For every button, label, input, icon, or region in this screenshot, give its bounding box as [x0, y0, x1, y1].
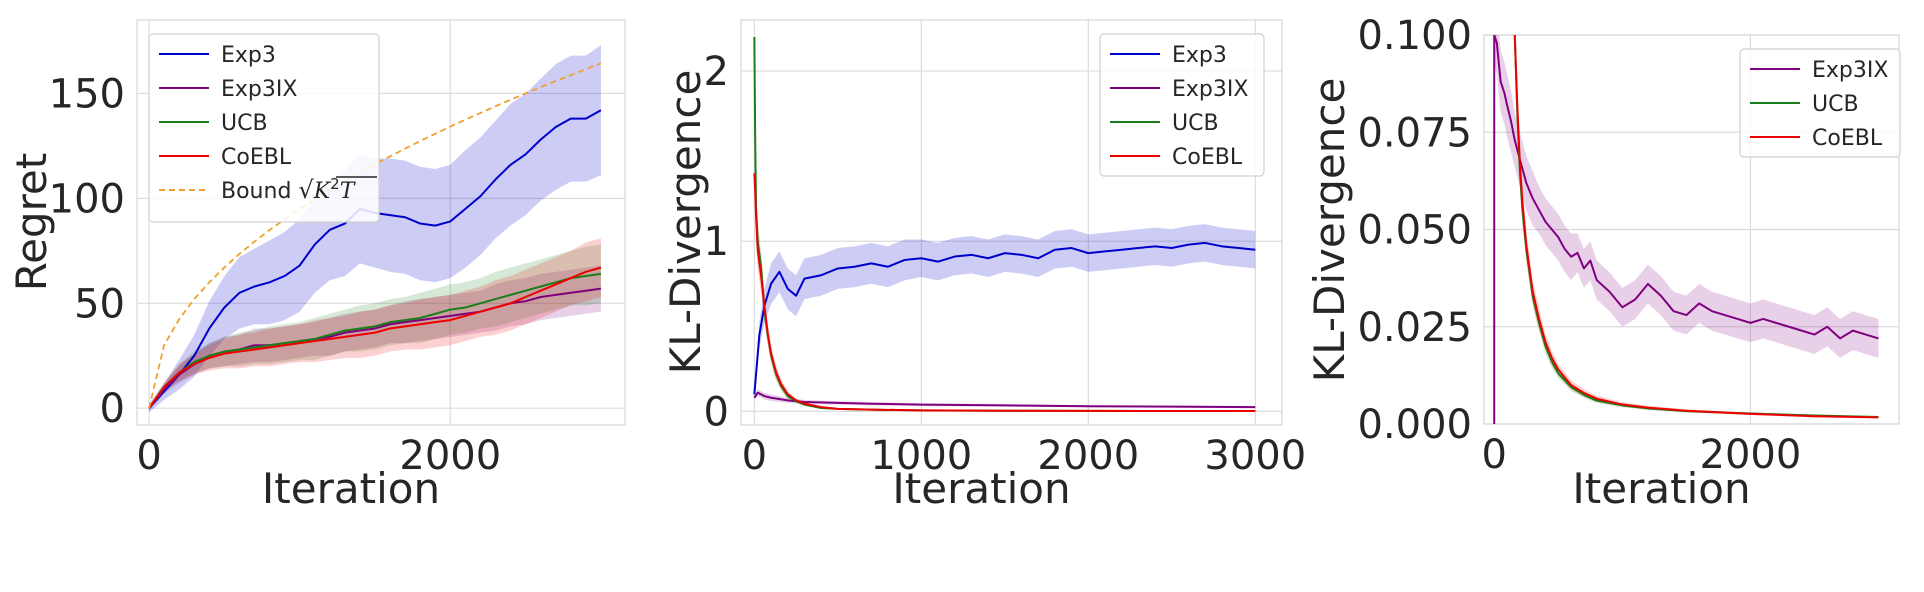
x-tick-label: 0 — [136, 433, 161, 479]
series-line-exp3ix — [753, 391, 1256, 409]
series-line-coebl — [753, 173, 1256, 413]
y-tick-label: 100 — [49, 176, 125, 222]
legend-label-coebl: CoEBL — [1172, 145, 1243, 170]
y-tick-label: 50 — [74, 281, 125, 327]
chart-1: 0 2000 0 50 100 150 Iteration Regret Exp3 Exp3IX U… — [7, 19, 626, 513]
legend-label-exp3ix: Exp3IX — [1172, 77, 1248, 102]
x-axis-title: Iteration — [262, 464, 440, 513]
y-tick-label: 0.100 — [1357, 13, 1472, 59]
series-line-ucb — [148, 272, 602, 409]
y-axis-title: KL-Divergence — [661, 70, 710, 375]
chart-3: 0 2000 0.000 0.025 0.050 0.075 0.100 Iteration K… — [1305, 13, 1901, 513]
legend: Exp3 Exp3IX UCB CoEBL Bound √K2T — [148, 33, 380, 223]
legend-label-exp3ix: Exp3IX — [221, 77, 297, 102]
band-exp3ix — [1494, 35, 1879, 358]
legend-label-bound: Bound √K2T — [221, 175, 357, 204]
legend-label-exp3: Exp3 — [1172, 43, 1227, 68]
legend-label-coebl: CoEBL — [1812, 126, 1883, 151]
legend-box — [1739, 48, 1901, 158]
legend-box — [148, 33, 380, 223]
x-tick-label: 3000 — [1204, 433, 1306, 479]
x-tick-label: 2000 — [399, 433, 501, 479]
y-tick-label: 0.000 — [1357, 402, 1472, 448]
band-exp3 — [754, 224, 1256, 398]
plot-frame — [740, 19, 1283, 426]
legend-label-ucb: UCB — [1812, 92, 1859, 117]
plot-area — [1493, 35, 1879, 424]
legend-label-exp3ix: Exp3IX — [1812, 58, 1888, 83]
y-axis-title: Regret — [7, 153, 56, 291]
x-tick-label: 1000 — [870, 433, 972, 479]
series-line-exp3 — [753, 241, 1256, 395]
band-exp3 — [149, 45, 601, 413]
plot-frame — [136, 19, 626, 426]
series-line-coebl — [148, 266, 602, 409]
series-line-bound — [148, 62, 602, 409]
legend-label-exp3: Exp3 — [221, 43, 276, 68]
series-line-coebl — [1513, 35, 1879, 419]
x-tick-label: 2000 — [1700, 432, 1802, 478]
x-tick-label: 0 — [742, 433, 767, 479]
y-tick-label: 0 — [100, 386, 125, 432]
chart-2: 0 1000 2000 3000 0 1 2 Iteration KL-Divergence Ex… — [661, 19, 1306, 513]
legend-box — [1099, 33, 1265, 177]
y-tick-label: 0.050 — [1357, 208, 1472, 254]
y-tick-label: 1 — [704, 219, 729, 265]
y-tick-label: 150 — [49, 71, 125, 117]
legend-label-ucb: UCB — [1172, 111, 1219, 136]
legend: Exp3IX UCB CoEBL — [1739, 48, 1901, 158]
plot-frame — [1483, 34, 1900, 425]
plot-area — [753, 28, 1256, 413]
y-tick-label: 0.075 — [1357, 110, 1472, 156]
plot-area — [148, 45, 602, 413]
x-tick-label: 0 — [1482, 432, 1507, 478]
y-axis-title: KL-Divergence — [1305, 78, 1354, 383]
y-tick-label: 0 — [704, 389, 729, 435]
y-tick-label: 2 — [704, 49, 729, 95]
x-axis-title: Iteration — [1572, 464, 1750, 513]
band-coebl — [149, 238, 601, 411]
y-tick-label: 0.025 — [1357, 305, 1472, 351]
x-axis-title: Iteration — [892, 464, 1070, 513]
x-tick-label: 2000 — [1037, 433, 1139, 479]
band-ucb — [149, 244, 601, 411]
legend-label-coebl: CoEBL — [221, 145, 292, 170]
legend-label-ucb: UCB — [221, 111, 268, 136]
legend: Exp3 Exp3IX UCB CoEBL — [1099, 33, 1265, 177]
